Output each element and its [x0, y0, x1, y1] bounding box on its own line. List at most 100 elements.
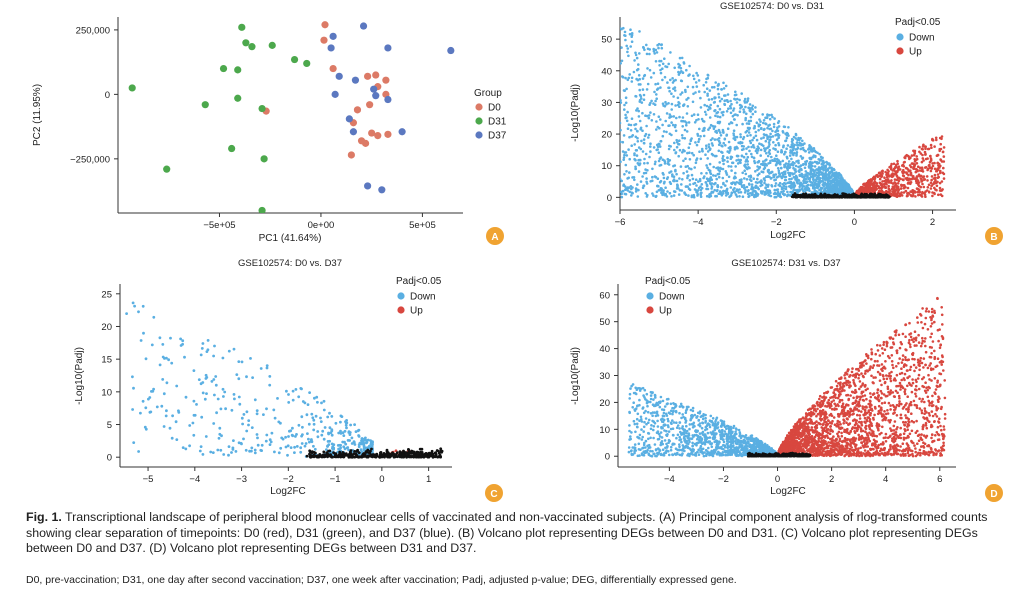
point-down	[791, 183, 795, 187]
point-down	[741, 137, 745, 141]
point-down	[782, 187, 786, 190]
point-down	[620, 177, 622, 181]
panel-c-title: GSE102574: D0 vs. D37	[238, 258, 342, 269]
point-down	[668, 171, 671, 174]
point-down	[743, 186, 747, 189]
point-down	[165, 356, 168, 360]
point-down	[174, 420, 178, 424]
point-down	[723, 99, 726, 102]
point-down	[642, 46, 645, 50]
point-down	[771, 159, 774, 162]
point-down	[620, 59, 624, 63]
point-down	[712, 174, 715, 177]
point-down	[700, 117, 704, 121]
point-down	[794, 137, 797, 140]
point-down	[217, 436, 221, 440]
point-down	[749, 133, 752, 137]
point-down	[714, 174, 717, 178]
point-down	[669, 145, 672, 148]
point-down	[709, 172, 713, 176]
point-down	[171, 414, 175, 418]
point-down	[224, 407, 228, 411]
point-down	[269, 440, 273, 444]
point-down	[776, 150, 780, 153]
point-d0	[364, 72, 372, 80]
point-d31	[219, 64, 228, 73]
point-down	[293, 451, 296, 454]
point-down	[286, 444, 290, 448]
point-down	[688, 142, 692, 146]
point-up	[933, 167, 937, 171]
point-down	[783, 165, 786, 169]
point-down	[768, 117, 772, 121]
point-up	[885, 183, 888, 186]
point-down	[624, 188, 627, 191]
point-down	[621, 150, 625, 153]
point-down	[714, 81, 717, 84]
point-down	[659, 140, 662, 143]
point-down	[825, 169, 828, 173]
point-down	[141, 399, 145, 403]
point-down	[729, 165, 733, 168]
point-down	[652, 113, 656, 116]
point-down	[721, 176, 725, 180]
point-down	[799, 155, 803, 158]
point-down	[161, 355, 165, 359]
point-down	[339, 420, 342, 424]
point-up	[923, 191, 926, 195]
point-d31	[258, 206, 266, 213]
point-up	[886, 191, 890, 194]
point-down	[714, 114, 717, 118]
point-down	[633, 59, 636, 62]
point-down	[729, 99, 732, 103]
point-down	[312, 444, 315, 448]
point-down	[674, 129, 678, 133]
point-down	[620, 160, 622, 163]
point-down	[769, 171, 773, 175]
point-up	[942, 155, 946, 158]
point-down	[728, 122, 731, 126]
point-down	[215, 411, 219, 415]
panel-b-badge-letter: B	[990, 232, 997, 243]
point-down	[703, 103, 706, 107]
point-up	[892, 162, 896, 166]
point-d0	[374, 132, 382, 140]
point-down	[690, 167, 693, 171]
point-down	[321, 429, 325, 433]
y-tick-label: −250,000	[70, 154, 110, 165]
point-down	[784, 170, 787, 173]
point-down	[715, 194, 718, 198]
point-down	[748, 103, 752, 106]
point-down	[273, 416, 277, 420]
point-down	[834, 175, 837, 179]
point-d31	[163, 165, 171, 173]
point-down	[803, 190, 807, 193]
point-down	[204, 377, 208, 380]
point-up	[899, 177, 902, 181]
point-down	[842, 180, 845, 183]
point-down	[658, 126, 661, 130]
point-up	[929, 158, 933, 162]
point-down	[641, 88, 645, 91]
point-up	[905, 167, 909, 170]
point-ns	[322, 455, 326, 458]
point-down	[652, 49, 656, 53]
point-down	[753, 161, 757, 165]
point-down	[347, 448, 350, 452]
point-down	[760, 143, 764, 147]
point-up	[887, 180, 891, 183]
point-down	[754, 134, 758, 138]
point-down	[667, 160, 670, 163]
point-down	[764, 186, 767, 189]
point-down	[809, 166, 813, 170]
point-down	[822, 184, 825, 188]
point-up	[930, 178, 933, 182]
point-down	[839, 189, 843, 192]
point-down	[788, 181, 792, 185]
point-down	[247, 419, 251, 422]
point-down	[791, 190, 794, 193]
point-down	[200, 347, 204, 350]
point-down	[199, 353, 203, 357]
point-d31	[228, 144, 236, 153]
point-down	[816, 177, 819, 181]
